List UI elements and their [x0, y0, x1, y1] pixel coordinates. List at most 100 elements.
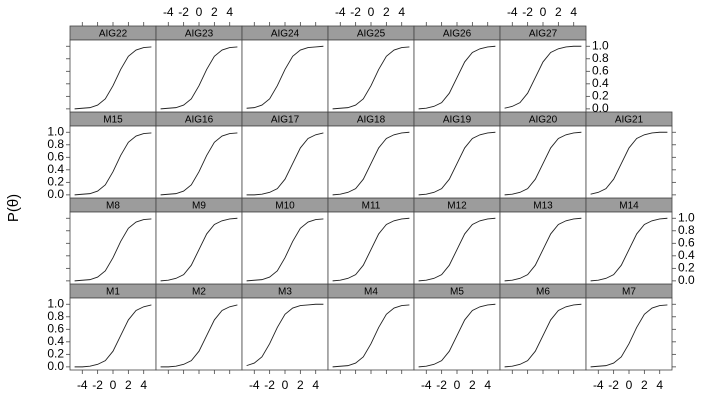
- icc-curve: [332, 131, 410, 196]
- x-tick-label: 4: [140, 378, 147, 392]
- strip-title: M2: [192, 287, 206, 298]
- y-tick-label: 0.4: [592, 76, 609, 90]
- icc-curve: [418, 45, 496, 110]
- strip-title: AIG17: [271, 115, 300, 126]
- x-tick-label: 4: [656, 378, 663, 392]
- x-tick-label: -2: [178, 5, 189, 19]
- y-tick-label: 0.6: [678, 235, 695, 249]
- x-tick-label: 4: [484, 378, 491, 392]
- strip-title: M14: [619, 201, 639, 212]
- panel-frame: [327, 39, 415, 113]
- x-tick-label: 2: [383, 5, 390, 19]
- strip-title: M15: [103, 115, 123, 126]
- icc-curve: [418, 217, 496, 282]
- x-tick-label: -2: [350, 5, 361, 19]
- icc-curve: [590, 304, 668, 368]
- y-tick-label: 0.2: [47, 175, 64, 189]
- panel-frame: [413, 39, 501, 113]
- panel-frame: [327, 297, 415, 371]
- icc-curve: [504, 131, 582, 196]
- strip-title: M10: [275, 201, 295, 212]
- panel-frame: [585, 297, 673, 371]
- icc-curve: [246, 303, 324, 367]
- strip-title: AIG25: [357, 29, 386, 40]
- strip-title: M3: [278, 287, 292, 298]
- icc-curve: [246, 132, 324, 196]
- strip-title: AIG16: [185, 115, 214, 126]
- y-tick-label: 0.0: [592, 101, 609, 115]
- strip-title: M1: [106, 287, 120, 298]
- icc-curve: [332, 46, 410, 110]
- strip-title: AIG27: [529, 29, 558, 40]
- strip-title: M13: [533, 201, 553, 212]
- icc-curve: [74, 218, 152, 282]
- panel-frame: [69, 297, 157, 371]
- panel-frame: [155, 211, 243, 285]
- y-tick-label: 0.4: [678, 248, 695, 262]
- panel-frame: [155, 39, 243, 113]
- x-tick-label: -2: [436, 378, 447, 392]
- y-tick-label: 1.0: [678, 210, 695, 224]
- x-tick-label: -4: [421, 378, 432, 392]
- icc-curve: [504, 45, 582, 109]
- strip-title: M8: [106, 201, 120, 212]
- strip-title: M12: [447, 201, 467, 212]
- strip-title: M7: [622, 287, 636, 298]
- panel-frame: [241, 125, 329, 199]
- icc-curve: [504, 217, 582, 282]
- icc-curve: [74, 304, 152, 368]
- strip-title: AIG20: [529, 115, 558, 126]
- strip-title: AIG19: [443, 115, 472, 126]
- icc-curve: [504, 303, 582, 368]
- x-tick-label: -4: [77, 378, 88, 392]
- panel-frame: [413, 211, 501, 285]
- panel-frame: [241, 39, 329, 113]
- y-tick-label: 0.0: [47, 359, 64, 373]
- icc-curve: [418, 303, 496, 368]
- panel-frame: [155, 297, 243, 371]
- y-tick-label: 0.6: [592, 63, 609, 77]
- y-tick-label: 0.2: [47, 347, 64, 361]
- panel-frame: [327, 125, 415, 199]
- strip-title: M6: [536, 287, 550, 298]
- x-tick-label: 0: [110, 378, 117, 392]
- x-tick-label: 2: [125, 378, 132, 392]
- x-tick-label: -4: [249, 378, 260, 392]
- icc-curve: [246, 218, 324, 282]
- strip-title: AIG24: [271, 29, 300, 40]
- strip-title: M9: [192, 201, 206, 212]
- icc-curve: [418, 131, 496, 196]
- icc-curve: [332, 304, 410, 368]
- x-tick-label: 0: [454, 378, 461, 392]
- icc-curve: [160, 304, 238, 368]
- x-tick-label: 0: [282, 378, 289, 392]
- panel-frame: [69, 39, 157, 113]
- x-tick-label: -2: [264, 378, 275, 392]
- x-tick-label: 4: [226, 5, 233, 19]
- y-tick-label: 1.0: [47, 124, 64, 138]
- y-tick-label: 1.0: [47, 296, 64, 310]
- strip-title: AIG22: [99, 29, 128, 40]
- y-tick-label: 0.2: [678, 261, 695, 275]
- x-tick-label: -4: [335, 5, 346, 19]
- panel-frame: [69, 125, 157, 199]
- panel-frame: [327, 211, 415, 285]
- x-tick-label: 0: [196, 5, 203, 19]
- y-tick-label: 0.6: [47, 149, 64, 163]
- y-tick-label: 0.4: [47, 334, 64, 348]
- y-tick-label: 0.2: [592, 89, 609, 103]
- strip-title: AIG21: [615, 115, 644, 126]
- icc-curve: [74, 132, 152, 196]
- icc-curve: [74, 46, 152, 110]
- panel-frame: [413, 297, 501, 371]
- strip-title: M11: [362, 201, 381, 212]
- strip-title: AIG23: [185, 29, 214, 40]
- icc-curve: [160, 217, 238, 282]
- y-tick-label: 1.0: [592, 38, 609, 52]
- panel-frame: [499, 211, 587, 285]
- x-tick-label: 0: [368, 5, 375, 19]
- x-tick-label: 2: [641, 378, 648, 392]
- y-tick-label: 0.8: [592, 51, 609, 65]
- icc-curve: [332, 217, 410, 282]
- strip-title: AIG26: [443, 29, 472, 40]
